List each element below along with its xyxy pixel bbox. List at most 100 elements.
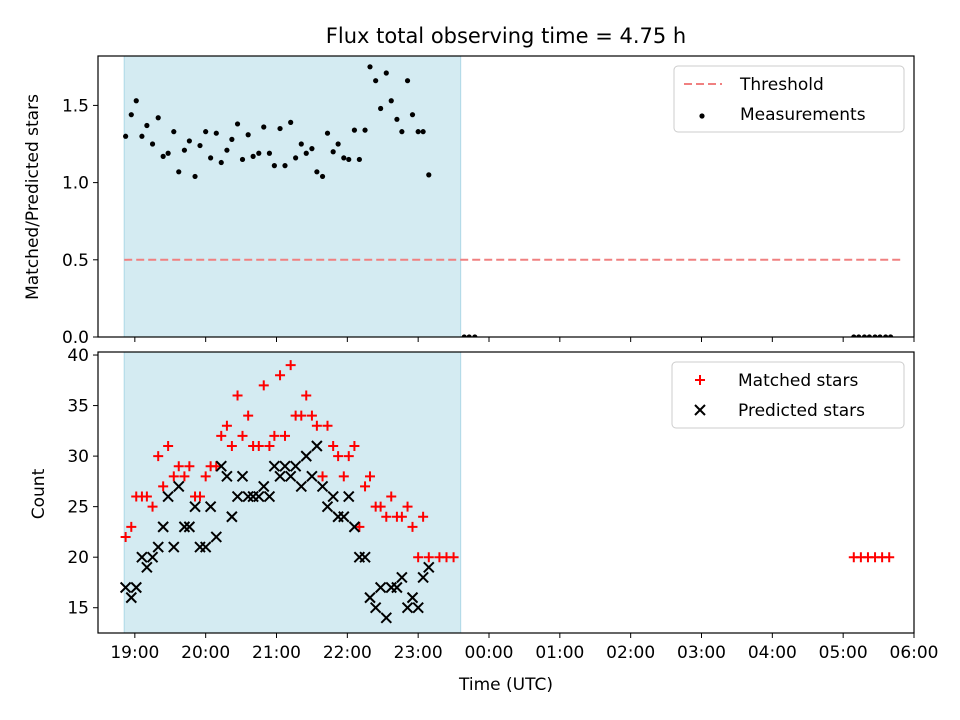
data-point <box>383 70 389 76</box>
data-point <box>171 129 177 135</box>
legend-marker-swatch <box>694 404 706 416</box>
count-y-axis-label: Count <box>29 468 49 519</box>
data-point <box>412 602 424 614</box>
data-point <box>253 490 265 503</box>
data-point <box>181 147 188 153</box>
data-point <box>160 153 166 159</box>
plot-area <box>123 64 894 337</box>
data-point <box>280 430 290 441</box>
data-point <box>128 112 134 118</box>
data-point <box>168 471 179 482</box>
data-point <box>125 591 137 604</box>
data-point <box>146 551 159 563</box>
data-point <box>204 500 217 513</box>
data-point <box>197 142 203 149</box>
data-point <box>426 172 432 178</box>
data-point <box>298 141 304 147</box>
data-point <box>179 471 190 482</box>
data-point <box>375 501 386 512</box>
data-point <box>293 155 299 161</box>
data-point <box>264 441 275 452</box>
data-point <box>413 552 424 563</box>
data-point <box>271 163 277 169</box>
data-point <box>407 521 418 532</box>
data-point <box>296 410 307 421</box>
data-point <box>123 133 129 139</box>
data-point <box>221 420 232 431</box>
data-point <box>851 334 857 337</box>
data-point <box>258 380 269 391</box>
data-point <box>232 390 243 401</box>
data-point <box>319 173 326 180</box>
y-tick-label: 35 <box>67 397 89 417</box>
data-point <box>367 64 373 70</box>
data-point <box>253 441 264 452</box>
data-point <box>335 141 341 147</box>
data-point <box>224 147 230 153</box>
data-point <box>231 490 244 503</box>
y-tick-label: 0.5 <box>62 251 89 271</box>
data-point <box>275 370 286 381</box>
observing-window-shade <box>123 351 462 634</box>
y-tick-label: 1.0 <box>62 174 89 194</box>
data-point <box>378 105 384 112</box>
observing-window-shade <box>123 55 462 338</box>
data-point <box>394 116 400 122</box>
data-point <box>199 541 212 553</box>
data-point <box>147 501 158 512</box>
data-point <box>423 561 435 574</box>
data-point <box>311 440 323 452</box>
data-point <box>289 460 302 472</box>
data-point <box>338 471 349 482</box>
data-point <box>141 491 152 502</box>
data-point <box>157 521 169 533</box>
data-point <box>268 460 281 472</box>
x-tick-label: 23:00 <box>394 643 443 663</box>
data-point <box>324 130 331 136</box>
data-point <box>144 122 150 129</box>
data-point <box>404 78 411 84</box>
data-point <box>288 119 294 125</box>
data-point <box>321 500 334 513</box>
data-point <box>162 490 174 503</box>
data-point <box>300 450 312 462</box>
data-point <box>461 334 467 337</box>
data-point <box>186 138 192 144</box>
data-point <box>213 130 219 136</box>
data-point <box>285 360 296 371</box>
data-point <box>317 471 328 482</box>
data-point <box>195 491 205 502</box>
data-point <box>388 98 394 104</box>
plot-area <box>119 360 895 624</box>
data-point <box>158 481 169 492</box>
x-tick-label: 06:00 <box>890 643 939 663</box>
data-point <box>356 156 362 163</box>
data-point <box>316 480 329 493</box>
data-point <box>250 153 256 159</box>
data-point <box>168 541 180 553</box>
data-point <box>200 471 211 482</box>
data-point <box>418 511 429 522</box>
data-point <box>256 150 262 156</box>
data-point <box>266 150 273 156</box>
data-point <box>237 430 248 441</box>
data-point <box>226 511 238 523</box>
data-point <box>153 451 164 462</box>
x-tick-label: 02:00 <box>606 643 655 663</box>
x-tick-label: 03:00 <box>677 643 726 663</box>
data-point <box>373 78 379 84</box>
y-tick-label: 20 <box>67 548 89 568</box>
data-point <box>208 155 214 161</box>
data-point <box>360 481 371 492</box>
data-point <box>341 155 347 161</box>
data-point <box>306 410 317 421</box>
data-point <box>333 451 344 462</box>
data-point <box>126 521 137 532</box>
data-point <box>348 521 361 533</box>
y-tick-label: 1.5 <box>62 96 89 116</box>
x-tick-label: 21:00 <box>252 643 301 663</box>
data-point <box>245 132 251 138</box>
legend-label: Predicted stars <box>738 401 865 421</box>
data-point <box>306 470 318 483</box>
data-point <box>877 334 883 337</box>
